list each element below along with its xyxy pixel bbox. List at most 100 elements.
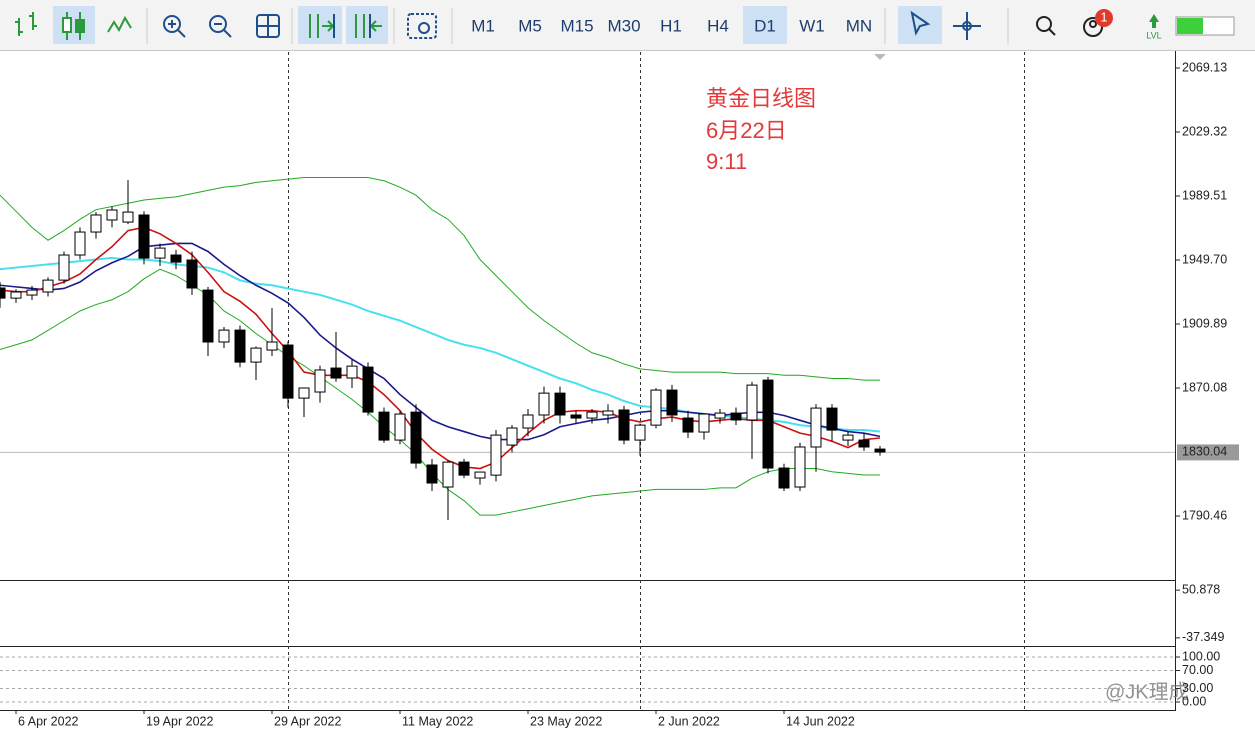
indicator-line xyxy=(0,268,880,516)
candle-body xyxy=(794,446,806,488)
last-price-box xyxy=(1177,444,1239,461)
y-tick-label: 100.00 xyxy=(1182,649,1220,663)
search-icon[interactable] xyxy=(1036,16,1056,36)
candle-body xyxy=(634,424,646,441)
timeframe-button[interactable]: M30 xyxy=(607,16,640,35)
candle-body xyxy=(858,439,870,448)
zoom-out-icon[interactable] xyxy=(209,15,232,38)
y-tick-label: 1949.70 xyxy=(1182,252,1227,266)
candle-body xyxy=(778,467,790,489)
timeframe-button[interactable]: M15 xyxy=(560,16,593,35)
y-tick-label: 2069.13 xyxy=(1182,60,1227,74)
candle-body xyxy=(138,214,150,259)
candle-body xyxy=(458,461,470,476)
y-tick-label: 30.00 xyxy=(1182,681,1213,695)
y-tick-label: 2029.32 xyxy=(1182,124,1227,138)
candle-body xyxy=(298,387,310,399)
badge-count: 1 xyxy=(1100,9,1107,24)
x-tick-label: 6 Apr 2022 xyxy=(18,714,79,728)
y-tick-label: 1909.89 xyxy=(1182,316,1227,330)
candle-body xyxy=(266,341,278,351)
candle-chart-icon[interactable] xyxy=(62,12,85,40)
bar-chart-icon[interactable] xyxy=(15,12,37,36)
screenshot-icon[interactable] xyxy=(407,13,437,39)
last-price-label: 1830.04 xyxy=(1182,445,1227,459)
candle-body xyxy=(506,427,518,446)
shift-marker[interactable] xyxy=(874,54,886,60)
candle-body xyxy=(650,389,662,426)
x-tick-label: 19 Apr 2022 xyxy=(146,714,213,728)
candle-body xyxy=(682,417,694,433)
watermark: @JK理成 xyxy=(1105,680,1189,703)
candle-body xyxy=(122,211,134,223)
y-tick-label: 0.00 xyxy=(1182,694,1206,708)
candle-body xyxy=(234,329,246,363)
timeframe-button[interactable]: H1 xyxy=(660,16,682,35)
candle-body xyxy=(394,413,406,441)
level-icon xyxy=(1149,14,1159,28)
candle-body xyxy=(698,413,710,433)
candle-body xyxy=(58,254,70,281)
candle-body xyxy=(522,414,534,429)
x-tick-label: 23 May 2022 xyxy=(530,714,602,728)
y-tick-label: 70.00 xyxy=(1182,663,1213,677)
candle-body xyxy=(90,214,102,233)
timeframe-button[interactable]: D1 xyxy=(754,16,776,35)
candle-body xyxy=(410,411,422,464)
candle-body xyxy=(0,287,6,299)
timeframe-button[interactable]: M5 xyxy=(518,16,542,35)
annotation-line: 6月22日 xyxy=(706,118,787,143)
cursor-icon[interactable] xyxy=(910,10,931,36)
candle-body xyxy=(170,254,182,263)
annotation-line: 黄金日线图 xyxy=(706,86,816,111)
candle-body xyxy=(378,411,390,441)
level-label: LVL xyxy=(1146,30,1161,40)
candle-body xyxy=(746,384,758,421)
candle-body xyxy=(538,392,550,416)
indicator-line xyxy=(0,177,880,381)
indicator-line xyxy=(0,226,881,470)
candle-body xyxy=(186,259,198,289)
candle-body xyxy=(602,410,614,416)
chart-shift-icon[interactable] xyxy=(355,14,382,38)
active-button[interactable] xyxy=(298,6,342,44)
annotation-line: 9:11 xyxy=(706,149,747,174)
active-timeframe[interactable] xyxy=(743,6,787,44)
candle-body xyxy=(810,407,822,448)
x-tick-label: 2 Jun 2022 xyxy=(658,714,720,728)
zoom-in-icon[interactable] xyxy=(163,15,186,38)
candle-body xyxy=(218,329,230,343)
timeframe-button[interactable]: MN xyxy=(846,16,872,35)
candle-body xyxy=(202,289,214,343)
candle-body xyxy=(666,389,678,416)
y-tick-label: 50.878 xyxy=(1182,582,1220,596)
timeframe-button[interactable]: H4 xyxy=(707,16,729,35)
candle-body xyxy=(490,434,502,476)
grid-icon[interactable] xyxy=(256,14,280,38)
autoscroll-icon[interactable] xyxy=(309,14,335,38)
candle-body xyxy=(330,367,342,379)
battery-fill xyxy=(1177,18,1203,34)
y-tick-label: 1790.46 xyxy=(1182,508,1227,522)
x-tick-label: 11 May 2022 xyxy=(402,714,473,728)
candle-body xyxy=(346,365,358,379)
active-button[interactable] xyxy=(53,6,95,44)
candle-body xyxy=(154,247,166,259)
y-tick-label: 1989.51 xyxy=(1182,188,1227,202)
x-tick-label: 14 Jun 2022 xyxy=(786,714,855,728)
candle-body xyxy=(426,464,438,484)
y-tick-label: -37.349 xyxy=(1182,630,1224,644)
timeframe-button[interactable]: W1 xyxy=(799,16,825,35)
x-tick-label: 29 Apr 2022 xyxy=(274,714,341,728)
candle-body xyxy=(26,289,38,296)
timeframe-button[interactable]: M1 xyxy=(471,16,495,35)
candle-body xyxy=(314,369,326,393)
line-chart-icon[interactable] xyxy=(107,15,132,33)
candle-body xyxy=(714,412,726,419)
profile-icon[interactable] xyxy=(1083,17,1103,37)
candle-body xyxy=(474,471,486,479)
crosshair-icon[interactable] xyxy=(953,12,981,40)
candle-body xyxy=(362,366,374,413)
candle-body xyxy=(842,434,854,441)
